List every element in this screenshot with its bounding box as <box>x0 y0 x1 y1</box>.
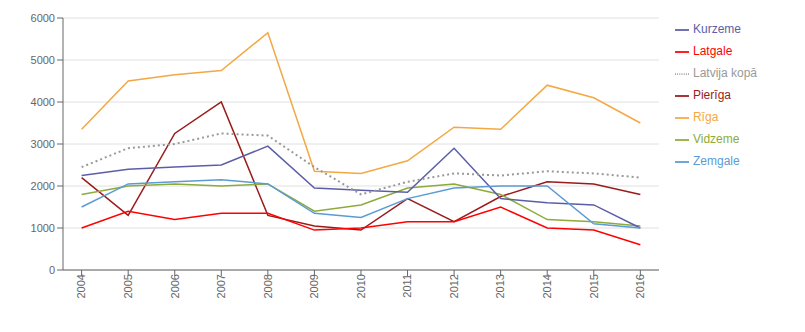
html-text:Vidzeme: Vidzeme <box>693 132 740 146</box>
svg-text:2011: 2011 <box>401 274 413 298</box>
html-text:Rīga: Rīga <box>693 110 719 124</box>
html-text:Zemgale: Zemgale <box>693 154 740 168</box>
svg-text:2014: 2014 <box>541 274 553 298</box>
html-text:Kurzeme: Kurzeme <box>693 22 741 36</box>
svg-text:2013: 2013 <box>494 274 506 298</box>
svg-text:2007: 2007 <box>215 274 227 298</box>
svg-text:3000: 3000 <box>31 138 55 150</box>
svg-text:2012: 2012 <box>448 274 460 298</box>
svg-text:2005: 2005 <box>122 274 134 298</box>
html-text:Pierīga: Pierīga <box>693 88 731 102</box>
svg-text:2004: 2004 <box>75 274 87 298</box>
svg-text:0: 0 <box>49 264 55 276</box>
svg-text:5000: 5000 <box>31 54 55 66</box>
svg-text:2008: 2008 <box>262 274 274 298</box>
svg-text:2006: 2006 <box>169 274 181 298</box>
svg-text:2000: 2000 <box>31 180 55 192</box>
svg-text:4000: 4000 <box>31 96 55 108</box>
svg-text:6000: 6000 <box>31 12 55 24</box>
svg-text:2010: 2010 <box>355 274 367 298</box>
svg-text:1000: 1000 <box>31 222 55 234</box>
html-text:Latvija kopā: Latvija kopā <box>693 66 757 80</box>
svg-text:2016: 2016 <box>634 274 646 298</box>
html-text:Latgale: Latgale <box>693 44 733 58</box>
svg-text:2009: 2009 <box>308 274 320 298</box>
svg-text:2015: 2015 <box>588 274 600 298</box>
